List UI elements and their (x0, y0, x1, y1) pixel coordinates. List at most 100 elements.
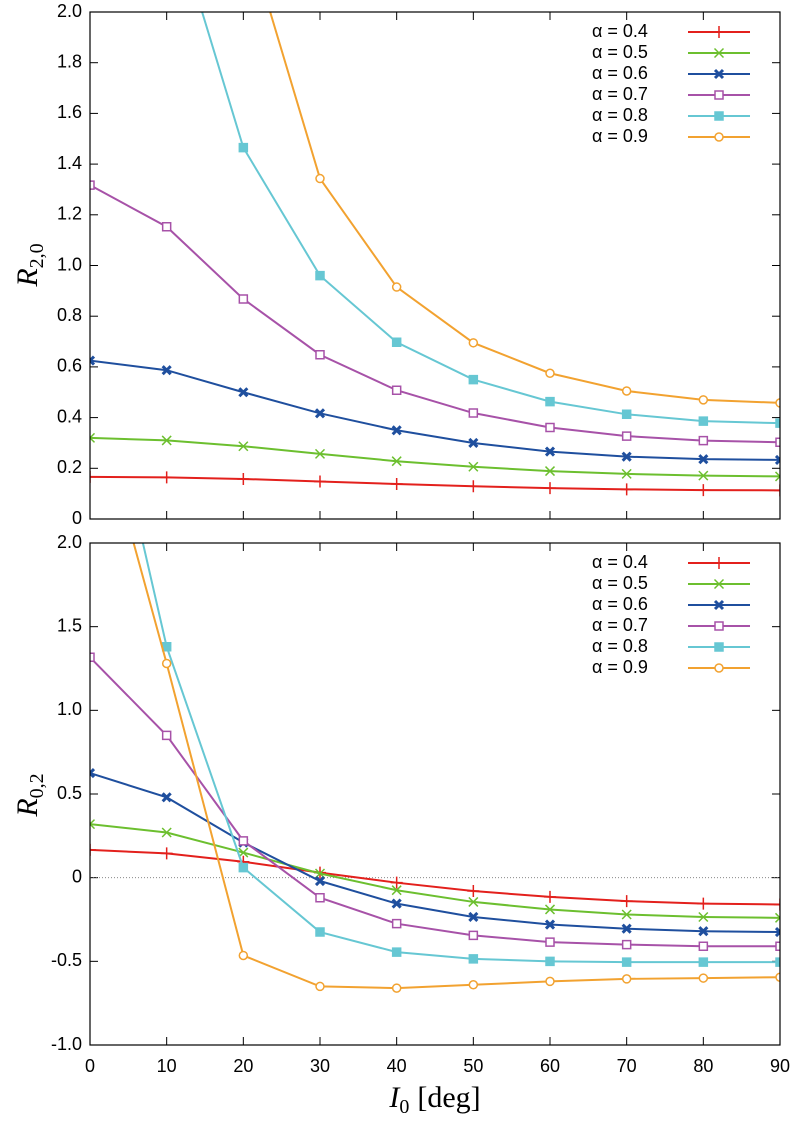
data-point (160, 471, 173, 484)
y-tick-label: 1.0 (57, 254, 82, 274)
legend-label: α = 0.9 (592, 657, 648, 677)
data-point (391, 918, 402, 929)
data-point (238, 387, 249, 398)
y-tick-label: 0.4 (57, 406, 82, 426)
series-line (90, 848, 780, 906)
data-point (468, 980, 479, 990)
y-tick-label: 1.6 (57, 102, 82, 122)
data-point (698, 973, 709, 983)
plot-frame (89, 542, 781, 1046)
data-point (237, 472, 250, 485)
data-point (90, 470, 96, 483)
x-tick-label: 50 (463, 1056, 483, 1076)
data-point (697, 897, 710, 910)
x-tick-label: 40 (387, 1056, 407, 1076)
data-point (161, 792, 172, 803)
data-point (161, 827, 172, 838)
legend-label: α = 0.7 (592, 84, 648, 104)
data-point (775, 941, 780, 952)
data-point (621, 939, 632, 950)
data-point (774, 912, 780, 923)
data-point (391, 947, 402, 957)
data-point (90, 652, 95, 663)
data-point (314, 875, 326, 887)
series-line (90, 772, 780, 934)
y-tick-label: 2.0 (57, 1, 82, 21)
data-point (468, 437, 479, 449)
y-tick-label: 0.6 (57, 356, 82, 376)
y-axis-label: R2,0 (11, 243, 48, 287)
x-label-main: I (388, 1081, 401, 1114)
series-line (132, 543, 780, 990)
data-point (315, 173, 325, 184)
data-point (90, 843, 96, 856)
data-point (468, 338, 479, 348)
legend-marker (713, 68, 725, 80)
data-point (314, 448, 326, 459)
y-label-sub: 0,2 (26, 773, 48, 798)
legend-label: α = 0.6 (592, 594, 648, 614)
data-point (468, 930, 479, 941)
data-point (774, 454, 780, 465)
data-point (467, 885, 480, 898)
legend-marker (714, 663, 724, 673)
y-tick-label: 0.8 (57, 305, 82, 325)
data-point (238, 294, 249, 304)
data-point (467, 480, 480, 493)
x-axis-label: I0 [deg] (388, 1081, 480, 1118)
y-tick-label: 1.4 (57, 153, 82, 173)
data-point (90, 819, 96, 830)
x-tick-label: 90 (770, 1056, 790, 1076)
data-point (775, 972, 780, 982)
y-tick-label: 0.2 (57, 457, 82, 477)
series-line (90, 436, 780, 478)
series-line (90, 475, 780, 492)
data-point (468, 896, 479, 907)
data-point (390, 478, 403, 491)
data-point (468, 911, 479, 923)
data-point (621, 409, 632, 420)
series-line (141, 543, 780, 964)
data-point (468, 408, 479, 418)
data-point (391, 282, 402, 292)
data-point (621, 386, 632, 396)
y-label-main: R (11, 268, 44, 287)
data-point (238, 862, 249, 873)
data-point (161, 730, 172, 741)
series-line (90, 359, 780, 461)
x-tick-label: 80 (693, 1056, 713, 1076)
legend-marker (713, 599, 725, 611)
data-point (544, 904, 556, 915)
legend-marker (714, 621, 724, 631)
data-point (391, 456, 402, 467)
data-point (545, 422, 555, 433)
data-point (698, 395, 709, 405)
data-point (238, 836, 249, 846)
data-point (620, 895, 633, 908)
data-point (775, 957, 780, 967)
data-point (391, 425, 402, 436)
x-tick-label: 30 (310, 1056, 330, 1076)
data-point (621, 957, 632, 967)
series-line (201, 12, 780, 425)
data-point (315, 349, 325, 360)
data-point (90, 180, 95, 190)
legend-marker (713, 26, 725, 38)
x-label-unit: [deg] (417, 1081, 480, 1114)
data-point (544, 890, 556, 903)
data-point (698, 941, 709, 952)
y-tick-label: -1.0 (51, 1034, 82, 1054)
data-point (621, 909, 632, 920)
data-point (774, 926, 780, 938)
data-point (391, 983, 402, 993)
data-point (238, 142, 249, 153)
data-point (544, 482, 556, 495)
x-tick-label: 70 (617, 1056, 637, 1076)
series-line (269, 12, 780, 404)
y-tick-label: 1.5 (57, 615, 82, 635)
x-tick-label: 10 (157, 1056, 177, 1076)
legend-label: α = 0.6 (592, 63, 648, 83)
data-point (315, 981, 325, 992)
data-point (160, 847, 173, 860)
data-point (545, 937, 555, 947)
